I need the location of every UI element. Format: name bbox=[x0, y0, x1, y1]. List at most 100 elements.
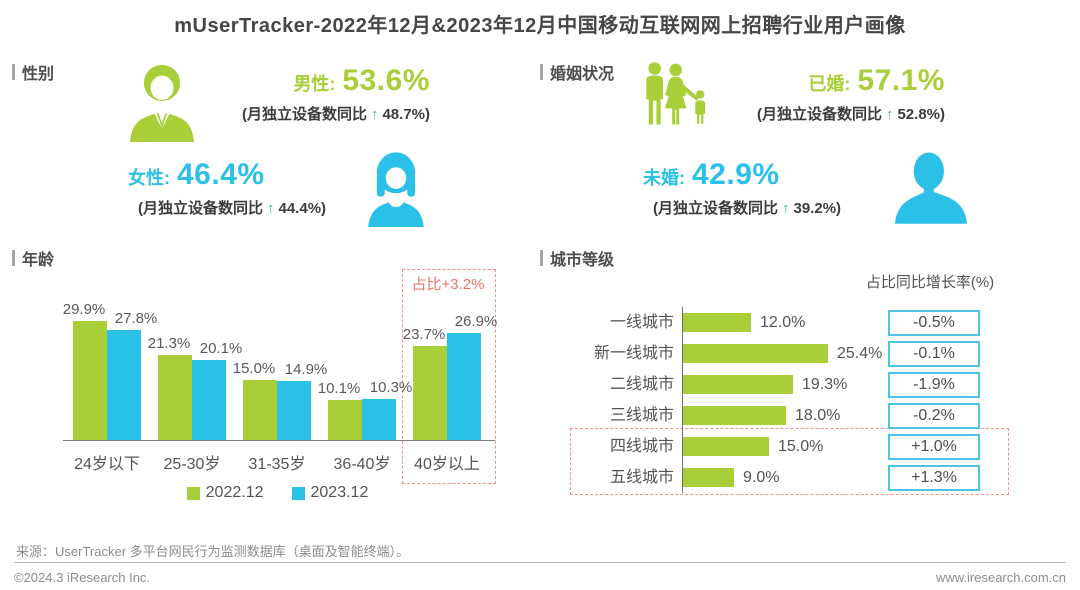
city-bar-value-label: 19.3% bbox=[802, 376, 848, 393]
stat-female-line: 女性: 46.4% bbox=[128, 158, 388, 192]
family-icon bbox=[640, 58, 724, 147]
up-arrow-icon: ↑ bbox=[782, 200, 790, 217]
stat-married: 已婚: 57.1% (月独立设备数同比 ↑ 52.8%) bbox=[705, 64, 945, 124]
age-bar-2023.12-31-35岁 bbox=[277, 381, 311, 440]
age-bar-value-label: 10.3% bbox=[369, 379, 413, 396]
age-bar-value-label: 14.9% bbox=[284, 361, 328, 378]
city-bar-一线城市 bbox=[683, 313, 751, 332]
page-title: mUserTracker-2022年12月&2023年12月中国移动互联网网上招… bbox=[174, 15, 906, 37]
section-header-gender: 性别 bbox=[12, 60, 54, 84]
stat-note: (月独立设备数同比 ↑ 52.8%) bbox=[705, 103, 945, 124]
growth-column-header: 占比同比增长率(%) bbox=[865, 274, 995, 291]
age-bar-2022.12-31-35岁 bbox=[243, 380, 277, 440]
website-link[interactable]: www.iresearch.com.cn bbox=[935, 570, 1066, 585]
city-bar-四线城市 bbox=[683, 437, 769, 456]
city-category-label: 五线城市 bbox=[609, 469, 674, 486]
stat-note: (月独立设备数同比 ↑ 48.7%) bbox=[190, 103, 430, 124]
city-bar-三线城市 bbox=[683, 406, 786, 425]
stat-value: 53.6% bbox=[342, 64, 430, 97]
age-axis-tick-label: 25-30岁 bbox=[163, 456, 221, 473]
note-prefix: (月独立设备数同比 bbox=[138, 200, 263, 217]
up-arrow-icon: ↑ bbox=[370, 106, 379, 123]
person-silhouette-icon bbox=[895, 146, 967, 233]
age-x-axis-line bbox=[63, 440, 495, 441]
legend-item-2022.12: 2022.12 bbox=[186, 484, 264, 502]
legend-swatch bbox=[291, 486, 305, 500]
age-bar-2023.12-25-30岁 bbox=[192, 360, 226, 440]
city-bar-value-label: 12.0% bbox=[760, 314, 806, 331]
legend-item-2023.12: 2023.12 bbox=[291, 484, 369, 502]
section-header-city: 城市等级 bbox=[540, 246, 614, 270]
age-bar-2023.12-24岁以下 bbox=[107, 330, 141, 440]
age-bar-2022.12-25-30岁 bbox=[158, 355, 192, 440]
note-prefix: (月独立设备数同比 bbox=[653, 200, 778, 217]
age-bar-value-label: 23.7% bbox=[402, 326, 446, 343]
city-bar-五线城市 bbox=[683, 468, 734, 487]
growth-rate-box: -0.1% bbox=[888, 341, 980, 367]
note-prefix: (月独立设备数同比 bbox=[756, 106, 882, 123]
note-suffix: 48.7%) bbox=[382, 106, 430, 123]
section-marker bbox=[540, 64, 543, 80]
age-highlight-annotation: 占比+3.2% bbox=[411, 276, 485, 293]
copyright-text: ©2024.3 iResearch Inc. bbox=[14, 570, 151, 585]
city-bar-新一线城市 bbox=[683, 344, 828, 363]
stat-label: 男性: bbox=[293, 74, 336, 94]
stat-unmarried: 未婚: 42.9% (月独立设备数同比 ↑ 39.2%) bbox=[643, 158, 903, 218]
city-bar-二线城市 bbox=[683, 375, 793, 394]
stat-male: 男性: 53.6% (月独立设备数同比 ↑ 48.7%) bbox=[190, 64, 430, 124]
section-title: 性别 bbox=[22, 66, 55, 83]
age-bar-2022.12-24岁以下 bbox=[73, 321, 107, 440]
section-header-marital: 婚姻状况 bbox=[540, 60, 614, 84]
stat-female: 女性: 46.4% (月独立设备数同比 ↑ 44.4%) bbox=[128, 158, 388, 218]
stat-label: 已婚: bbox=[808, 74, 851, 94]
growth-rate-box: +1.0% bbox=[888, 434, 980, 460]
note-suffix: 39.2%) bbox=[793, 200, 842, 217]
city-bar-value-label: 15.0% bbox=[778, 438, 824, 455]
age-bar-2023.12-36-40岁 bbox=[362, 399, 396, 440]
stat-married-line: 已婚: 57.1% bbox=[705, 64, 945, 98]
city-bar-value-label: 9.0% bbox=[743, 469, 780, 486]
city-category-label: 新一线城市 bbox=[593, 345, 674, 362]
age-bar-2023.12-40岁以上 bbox=[447, 333, 481, 440]
section-title: 婚姻状况 bbox=[550, 66, 615, 83]
stat-unmarried-line: 未婚: 42.9% bbox=[643, 158, 903, 192]
growth-rate-box: -1.9% bbox=[888, 372, 980, 398]
age-axis-tick-label: 24岁以下 bbox=[74, 456, 140, 473]
city-y-axis-line bbox=[682, 307, 683, 493]
note-suffix: 52.8%) bbox=[897, 106, 945, 123]
age-bar-value-label: 27.8% bbox=[114, 310, 158, 327]
age-bar-2022.12-36-40岁 bbox=[328, 400, 362, 440]
section-marker bbox=[540, 250, 543, 266]
growth-rate-box: -0.5% bbox=[888, 310, 980, 336]
legend-label: 2023.12 bbox=[310, 484, 369, 501]
stat-value: 57.1% bbox=[857, 64, 945, 97]
up-arrow-icon: ↑ bbox=[885, 106, 894, 123]
city-category-label: 四线城市 bbox=[609, 438, 674, 455]
age-bar-value-label: 26.9% bbox=[454, 313, 498, 330]
section-title: 城市等级 bbox=[550, 252, 615, 269]
growth-rate-box: +1.3% bbox=[888, 465, 980, 491]
age-axis-tick-label: 31-35岁 bbox=[248, 456, 306, 473]
age-bar-value-label: 20.1% bbox=[199, 340, 243, 357]
city-category-label: 一线城市 bbox=[609, 314, 674, 331]
section-marker bbox=[12, 64, 15, 80]
footer-divider bbox=[14, 562, 1066, 563]
city-highlight-box bbox=[570, 428, 1009, 495]
stat-male-line: 男性: 53.6% bbox=[190, 64, 430, 98]
stat-label: 未婚: bbox=[643, 168, 685, 188]
city-tier-chart: 占比同比增长率(%) 一线城市 12.0% -0.5% 新一线城市 25.4% -0.1%… bbox=[540, 265, 1020, 500]
stat-value: 46.4% bbox=[177, 158, 265, 191]
age-bar-value-label: 10.1% bbox=[317, 380, 361, 397]
age-bar-value-label: 15.0% bbox=[232, 360, 276, 377]
growth-rate-box: -0.2% bbox=[888, 403, 980, 429]
city-category-label: 三线城市 bbox=[609, 407, 674, 424]
section-title: 年龄 bbox=[22, 252, 55, 269]
note-prefix: (月独立设备数同比 bbox=[241, 106, 367, 123]
age-axis-tick-label: 40岁以上 bbox=[414, 456, 480, 473]
age-bar-chart: 占比+3.2% 29.9% 27.8% 24岁以下 21.3% 20.1% 25-30岁 1… bbox=[55, 255, 500, 510]
stat-value: 42.9% bbox=[692, 158, 780, 191]
stat-label: 女性: bbox=[128, 168, 170, 188]
stat-note: (月独立设备数同比 ↑ 39.2%) bbox=[643, 197, 903, 218]
city-category-label: 二线城市 bbox=[609, 376, 674, 393]
